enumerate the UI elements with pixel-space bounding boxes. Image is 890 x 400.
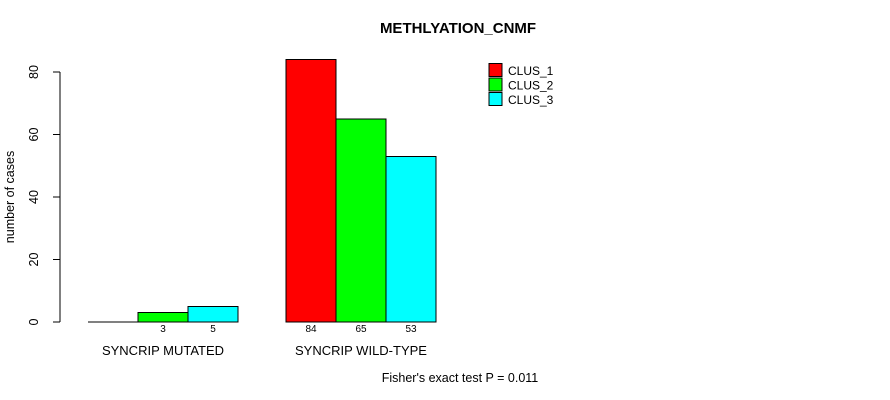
bar-clus-2-syncrip-wild-type [335, 118, 387, 323]
bar-clus-3-syncrip-mutated [187, 305, 239, 323]
bar-value-label: 3 [160, 324, 166, 335]
bar-value-label: 53 [405, 324, 417, 335]
y-axis-tick-label: 0 [27, 318, 41, 325]
legend-label-clus-2: CLUS_2 [508, 79, 554, 93]
legend-swatch-clus-3 [488, 92, 503, 106]
bar-clus-3-syncrip-wild-type [385, 155, 437, 323]
y-axis-tick-label: 20 [27, 253, 41, 267]
y-axis-label: number of cases [3, 151, 17, 243]
y-axis-tick-label: 60 [27, 128, 41, 142]
chart-title: METHLYATION_CNMF [380, 20, 536, 37]
bar-value-label: 5 [210, 324, 216, 335]
y-axis-tick-label: 40 [27, 190, 41, 204]
legend-label-clus-3: CLUS_3 [508, 93, 554, 107]
plot-area: 0 20 40 60 80 3 5 SYNCRIP MUTATED 84 65 53 SYNCRIP … [27, 59, 554, 358]
legend-label-clus-1: CLUS_1 [508, 64, 554, 78]
y-axis-tick-label: 80 [27, 65, 41, 79]
bar-clus-2-syncrip-mutated [137, 312, 189, 323]
x-axis-category-label: SYNCRIP WILD-TYPE [295, 343, 427, 358]
bar-value-label: 65 [355, 324, 367, 335]
bar-value-label: 84 [305, 324, 317, 335]
legend-swatch-clus-1 [488, 63, 503, 77]
bar-clus-1-syncrip-wild-type [285, 59, 337, 323]
legend-swatch-clus-2 [488, 77, 503, 92]
x-axis-category-label: SYNCRIP MUTATED [102, 343, 224, 358]
annotation-fishers-test: Fisher's exact test P = 0.011 [382, 371, 539, 385]
